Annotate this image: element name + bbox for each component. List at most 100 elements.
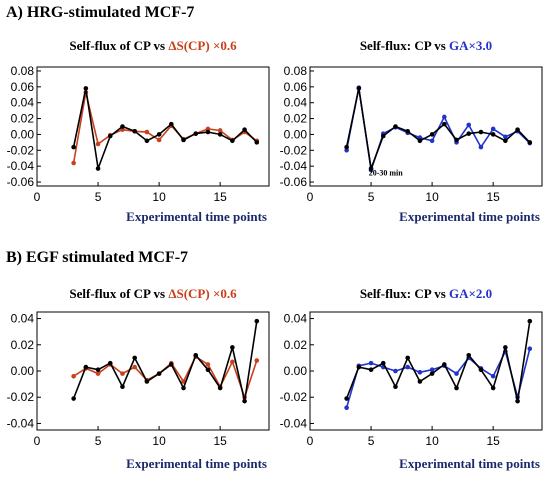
plot-frame (309, 66, 543, 187)
chart-title-part: vs (150, 38, 168, 53)
plot-frame (36, 311, 270, 431)
data-point (393, 368, 398, 374)
data-point (230, 345, 235, 350)
y-tick-label: 0.04 (284, 312, 308, 326)
chart-title-part: Self-flux: CP vs (360, 38, 449, 53)
y-tick-label: 0.06 (11, 80, 35, 94)
data-point (368, 360, 374, 366)
data-point (83, 86, 89, 91)
data-point (144, 129, 150, 135)
data-point (429, 138, 435, 144)
x-tick-label: 15 (486, 434, 500, 448)
x-tick-label: 5 (368, 434, 375, 448)
data-point (169, 121, 174, 127)
data-point (254, 140, 260, 145)
data-point (95, 141, 101, 147)
y-tick-label: -0.04 (280, 159, 308, 173)
y-tick-label: -0.02 (280, 390, 308, 404)
data-point (83, 364, 89, 370)
data-point (454, 371, 459, 376)
data-point (466, 122, 472, 128)
x-tick-label: 10 (425, 190, 439, 204)
data-point (490, 126, 496, 132)
chart-title-part: ΔS(CP) ×0.6 (168, 38, 237, 53)
data-point (120, 124, 125, 129)
data-point (120, 384, 125, 390)
y-tick-label: -0.02 (7, 143, 35, 157)
data-point (417, 370, 423, 375)
data-point (107, 133, 113, 139)
data-point (393, 384, 398, 390)
x-tick-label: 10 (152, 434, 166, 448)
data-point (132, 128, 137, 134)
data-point (515, 398, 520, 404)
x-axis-label: Experimental time points (399, 456, 540, 471)
data-point (193, 352, 199, 358)
x-tick-label: 0 (307, 190, 314, 204)
data-point (144, 379, 150, 384)
chart-panel-3: Self-flux of CP vs ΔS(CP) ×0.6 -0.04 -0.02… (7, 286, 270, 471)
y-tick-label: 0.04 (11, 312, 35, 326)
data-point (405, 364, 410, 370)
y-tick-label: 0.00 (284, 127, 308, 141)
y-tick-label: 0.04 (284, 96, 308, 110)
data-point (205, 126, 211, 132)
y-tick-label: 0.02 (284, 112, 308, 126)
data-point (429, 367, 435, 372)
x-axis-label: Experimental time points (126, 209, 267, 224)
data-point (368, 166, 374, 171)
data-point (442, 121, 447, 127)
data-point (120, 371, 125, 376)
y-tick-label: -0.02 (280, 143, 308, 157)
series-line-1 (72, 91, 258, 164)
data-point (144, 138, 150, 144)
y-tick-label: 0.04 (11, 96, 35, 110)
y-tick-label: -0.04 (7, 159, 35, 173)
section-a-title: A) HRG-stimulated MCF-7 (6, 4, 194, 21)
data-point (217, 128, 223, 133)
data-point (193, 131, 199, 136)
data-point (95, 371, 101, 376)
data-point (344, 148, 349, 153)
data-point (254, 358, 260, 363)
data-point (478, 367, 484, 372)
data-point (181, 137, 186, 143)
y-tick-label: -0.06 (7, 175, 35, 189)
series-line-2 (345, 321, 531, 403)
data-point (120, 127, 125, 132)
y-tick-label: -0.04 (280, 416, 308, 430)
data-point (205, 367, 211, 372)
data-point (205, 129, 211, 135)
chart-title-part: GA×3.0 (449, 38, 492, 53)
data-point (417, 138, 423, 144)
x-axis-label: Experimental time points (126, 456, 267, 471)
chart-panel-1: Self-flux of CP vs ΔS(CP) ×0.6 -0.06 -0.04… (7, 38, 270, 224)
series-line-1 (345, 348, 531, 408)
data-point (466, 131, 472, 136)
data-point (503, 345, 508, 350)
data-point (503, 134, 508, 140)
data-point (107, 360, 113, 366)
chart-panel-4: Self-flux: CP vs GA×2.0 -0.04 -0.02 0.00 0.0… (280, 286, 543, 471)
data-point (71, 144, 76, 150)
y-tick-label: 0.02 (11, 338, 35, 352)
data-point (132, 355, 137, 361)
data-point (230, 138, 235, 144)
chart-panel-2: Self-flux: CP vs GA×3.0 -0.06 -0.04 -0.02 0.… (280, 38, 543, 224)
chart-title-part: Self-flux: CP vs (360, 286, 449, 301)
y-tick-label: 0.00 (284, 364, 308, 378)
panels: Self-flux of CP vs ΔS(CP) ×0.6 -0.06 -0.04… (7, 38, 543, 471)
chart-title: Self-flux of CP vs ΔS(CP) ×0.6 (69, 286, 237, 301)
data-point (442, 362, 447, 367)
data-point (478, 129, 484, 135)
data-point (169, 362, 174, 367)
data-point (405, 128, 410, 134)
y-tick-label: -0.06 (280, 175, 308, 189)
series-line-1 (73, 355, 258, 399)
data-point (242, 398, 247, 404)
chart-title-part: vs (150, 286, 168, 301)
data-point (368, 367, 374, 372)
chart-annotation: 20-30 min (369, 169, 404, 178)
data-point (217, 385, 223, 391)
data-point (156, 132, 162, 137)
